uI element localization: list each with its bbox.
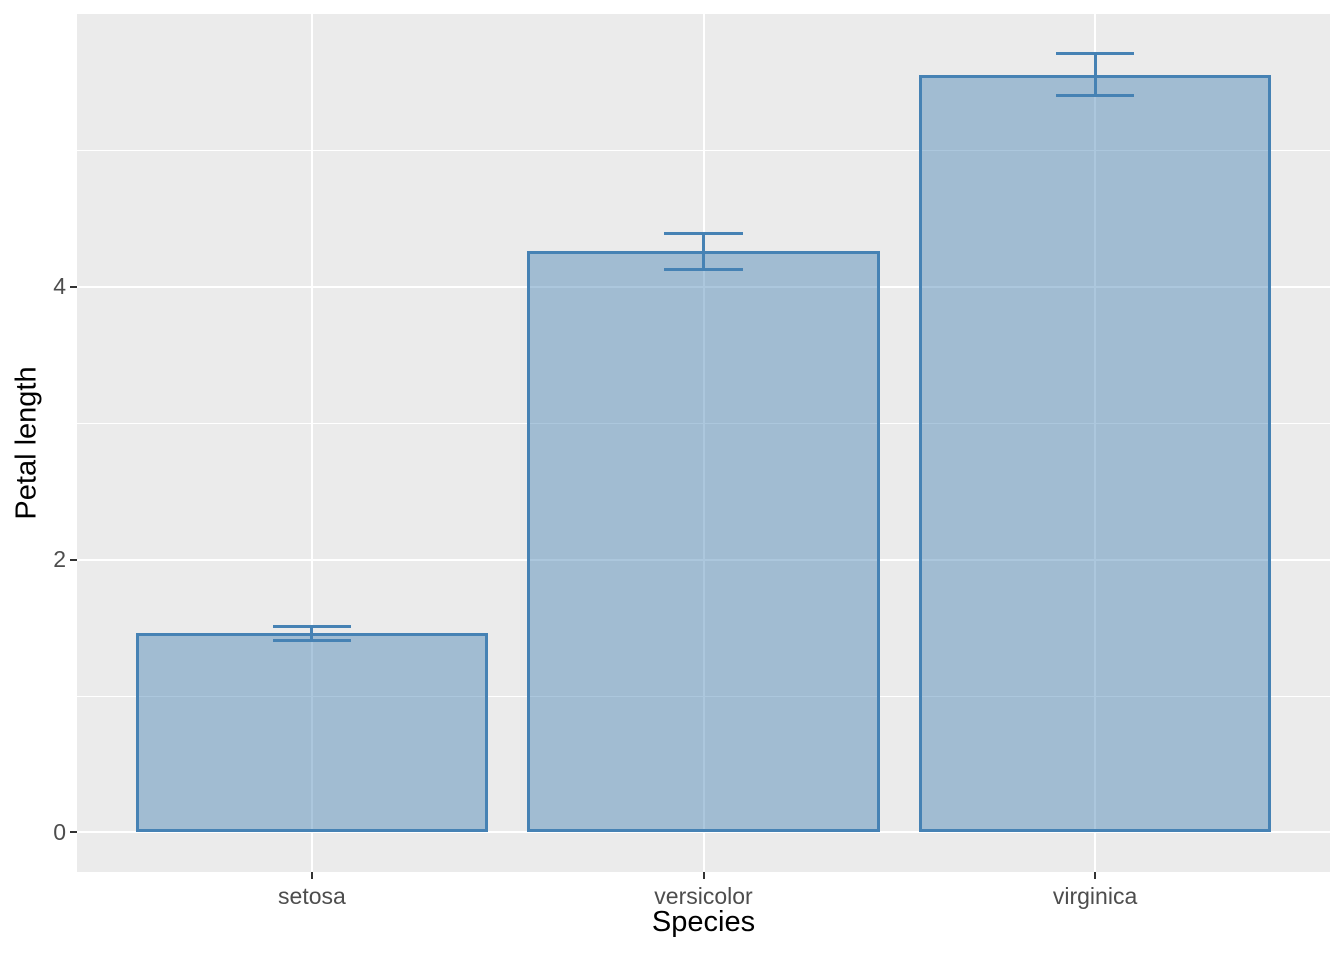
plot-panel: [77, 14, 1330, 872]
x-tick-label-virginica: virginica: [1052, 883, 1138, 909]
errorbar-cap-top-virginica: [1055, 52, 1135, 56]
gridline-major-x-setosa: [310, 14, 313, 872]
x-tick-label-setosa: setosa: [278, 883, 346, 909]
y-tick-label-2: 2: [53, 546, 66, 573]
bar-setosa: [135, 633, 489, 833]
y-tick-label-4: 4: [53, 273, 66, 300]
bar-virginica: [918, 75, 1272, 833]
errorbar-cap-bottom-setosa: [272, 638, 352, 642]
x-tick-virginica: [1094, 872, 1097, 879]
bar-versicolor: [527, 251, 880, 833]
y-tick-4: [70, 285, 77, 288]
errorbar-stem-setosa: [310, 626, 314, 641]
x-tick-label-versicolor: versicolor: [654, 883, 753, 909]
errorbar-stem-versicolor: [702, 233, 705, 270]
errorbar-cap-top-setosa: [272, 624, 352, 628]
errorbar-cap-bottom-versicolor: [664, 267, 743, 271]
y-tick-0: [70, 831, 77, 834]
x-axis-title: Species: [651, 906, 756, 938]
y-axis-title: Petal length: [10, 366, 43, 520]
gridline-major-x-virginica: [1094, 14, 1097, 872]
gridline-major-x-versicolor: [702, 14, 705, 872]
y-tick-2: [70, 558, 77, 561]
errorbar-cap-top-versicolor: [664, 232, 743, 236]
errorbar-stem-virginica: [1093, 53, 1097, 96]
errorbar-cap-bottom-virginica: [1055, 94, 1135, 98]
x-tick-versicolor: [702, 872, 705, 879]
x-tick-setosa: [310, 872, 313, 879]
y-tick-label-0: 0: [53, 818, 66, 845]
